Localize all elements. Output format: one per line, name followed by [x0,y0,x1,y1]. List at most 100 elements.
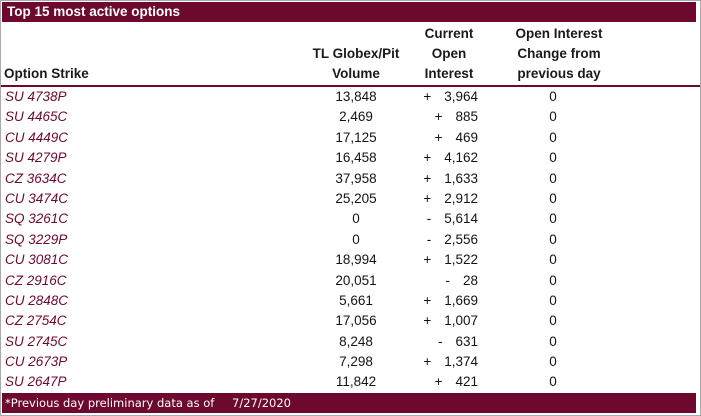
cell-option-strike: SU 4465C [5,109,68,125]
cell-volume: 5,661 [339,292,373,308]
cell-option-strike: SQ 3261C [5,211,69,227]
cell-oi-change: 0 [549,333,557,349]
oi-value: 469 [455,129,478,145]
cell-oi-change: 0 [549,170,557,186]
cell-volume: 37,958 [335,170,377,186]
cell-option-strike: CU 3474C [5,190,69,206]
cell-option-strike: CU 2848C [5,292,69,308]
oi-sign: + [423,313,432,329]
oi-value: 1,669 [444,292,478,308]
oi-sign: + [423,252,432,268]
table-row: SU 2745C 8,248 - 631 0 [1,332,700,352]
cell-oi-change: 0 [549,211,557,227]
oi-sign: - [426,231,432,247]
cell-open-interest: + 1,669 [381,291,478,311]
oi-value: 1,374 [444,354,478,370]
oi-value: 2,556 [444,231,478,247]
oi-sign: - [426,211,432,227]
cell-open-interest: + 1,007 [381,311,478,331]
table-row: SU 4279P 16,458 + 4,162 0 [1,148,700,168]
cell-open-interest: + 1,374 [381,352,478,372]
cell-oi-change: 0 [549,252,557,268]
cell-volume: 18,994 [335,252,377,268]
cell-volume: 7,298 [339,354,373,370]
cell-oi-change: 0 [549,129,557,145]
oi-value: 631 [455,333,478,349]
oi-value: 4,162 [444,150,478,166]
cell-option-strike: CZ 2916C [5,272,67,288]
header-oi-change: Open Interest Change from previous day [515,26,603,81]
cell-oi-change: 0 [549,292,557,308]
oi-value: 1,633 [444,170,478,186]
cell-oi-change: 0 [549,89,557,104]
oi-value: 2,912 [444,190,478,206]
footer-bar: *Previous day preliminary data as of 7/2… [2,393,696,413]
cell-volume: 8,248 [339,333,373,349]
cell-oi-change: 0 [549,374,557,390]
cell-open-interest: + 4,162 [381,148,478,168]
cell-option-strike: CU 3081C [5,252,69,268]
cell-open-interest: - 631 [381,332,478,352]
table-row: SU 4738P 13,848 + 3,964 0 [1,87,700,107]
oi-sign: - [445,272,450,288]
page-title: Top 15 most active options [7,4,181,19]
cell-option-strike: CZ 3634C [5,170,67,186]
header-open-interest: Current Open Interest [424,26,474,81]
header-volume: TL Globex/Pit Volume [312,46,400,81]
cell-option-strike: SU 2647P [5,374,67,390]
cell-option-strike: CZ 2754C [5,313,67,329]
cell-open-interest: - 28 [381,271,478,291]
oi-sign: + [423,170,432,186]
table-row: CZ 2754C 17,056 + 1,007 0 [1,311,700,331]
table-row: SQ 3261C 0 - 5,614 0 [1,209,700,229]
oi-value: 5,614 [444,211,478,227]
oi-value: 421 [455,374,478,390]
cell-open-interest: + 885 [381,107,478,127]
table-row: CU 3081C 18,994 + 1,522 0 [1,250,700,270]
cell-option-strike: CU 2673P [5,354,68,370]
cell-open-interest: + 1,522 [381,250,478,270]
cell-volume: 25,205 [335,190,377,206]
cell-option-strike: SU 2745C [5,333,68,349]
cell-oi-change: 0 [549,231,557,247]
cell-volume: 20,051 [335,272,377,288]
table-row: CZ 2916C 20,051 - 28 0 [1,271,700,291]
oi-sign: + [423,89,432,104]
oi-value: 1,522 [444,252,478,268]
cell-volume: 0 [352,231,360,247]
cell-volume: 13,848 [335,89,377,104]
cell-volume: 2,469 [339,109,373,125]
oi-value: 28 [462,272,478,288]
oi-sign: + [423,354,432,370]
oi-value: 885 [455,109,478,125]
cell-oi-change: 0 [549,272,557,288]
oi-sign: + [434,109,443,125]
table-row: SU 2647P 11,842 + 421 0 [1,372,700,392]
header-option-strike: Option Strike [4,66,89,81]
oi-value: 3,964 [444,89,478,104]
table-row: CU 3474C 25,205 + 2,912 0 [1,189,700,209]
footer-date: 7/27/2020 [232,396,291,410]
cell-open-interest: + 2,912 [381,189,478,209]
cell-open-interest: + 421 [381,372,478,392]
cell-option-strike: SQ 3229P [5,231,68,247]
cell-open-interest: + 3,964 [381,87,478,107]
cell-open-interest: - 5,614 [381,209,478,229]
cell-option-strike: CU 4449C [5,129,69,145]
table-row: CU 4449C 17,125 + 469 0 [1,128,700,148]
cell-volume: 16,458 [335,150,377,166]
oi-sign: + [434,374,443,390]
oi-sign: - [437,333,443,349]
title-bar: Top 15 most active options [2,2,696,22]
oi-sign: + [434,129,443,145]
footer-note: *Previous day preliminary data as of [5,396,215,410]
cell-oi-change: 0 [549,109,557,125]
cell-open-interest: - 2,556 [381,230,478,250]
table-row: SU 4465C 2,469 + 885 0 [1,107,700,127]
table-row: CU 2848C 5,661 + 1,669 0 [1,291,700,311]
cell-oi-change: 0 [549,190,557,206]
cell-volume: 0 [352,211,360,227]
cell-open-interest: + 1,633 [381,169,478,189]
table-header-row: Option Strike TL Globex/Pit Volume Curre… [1,23,700,87]
